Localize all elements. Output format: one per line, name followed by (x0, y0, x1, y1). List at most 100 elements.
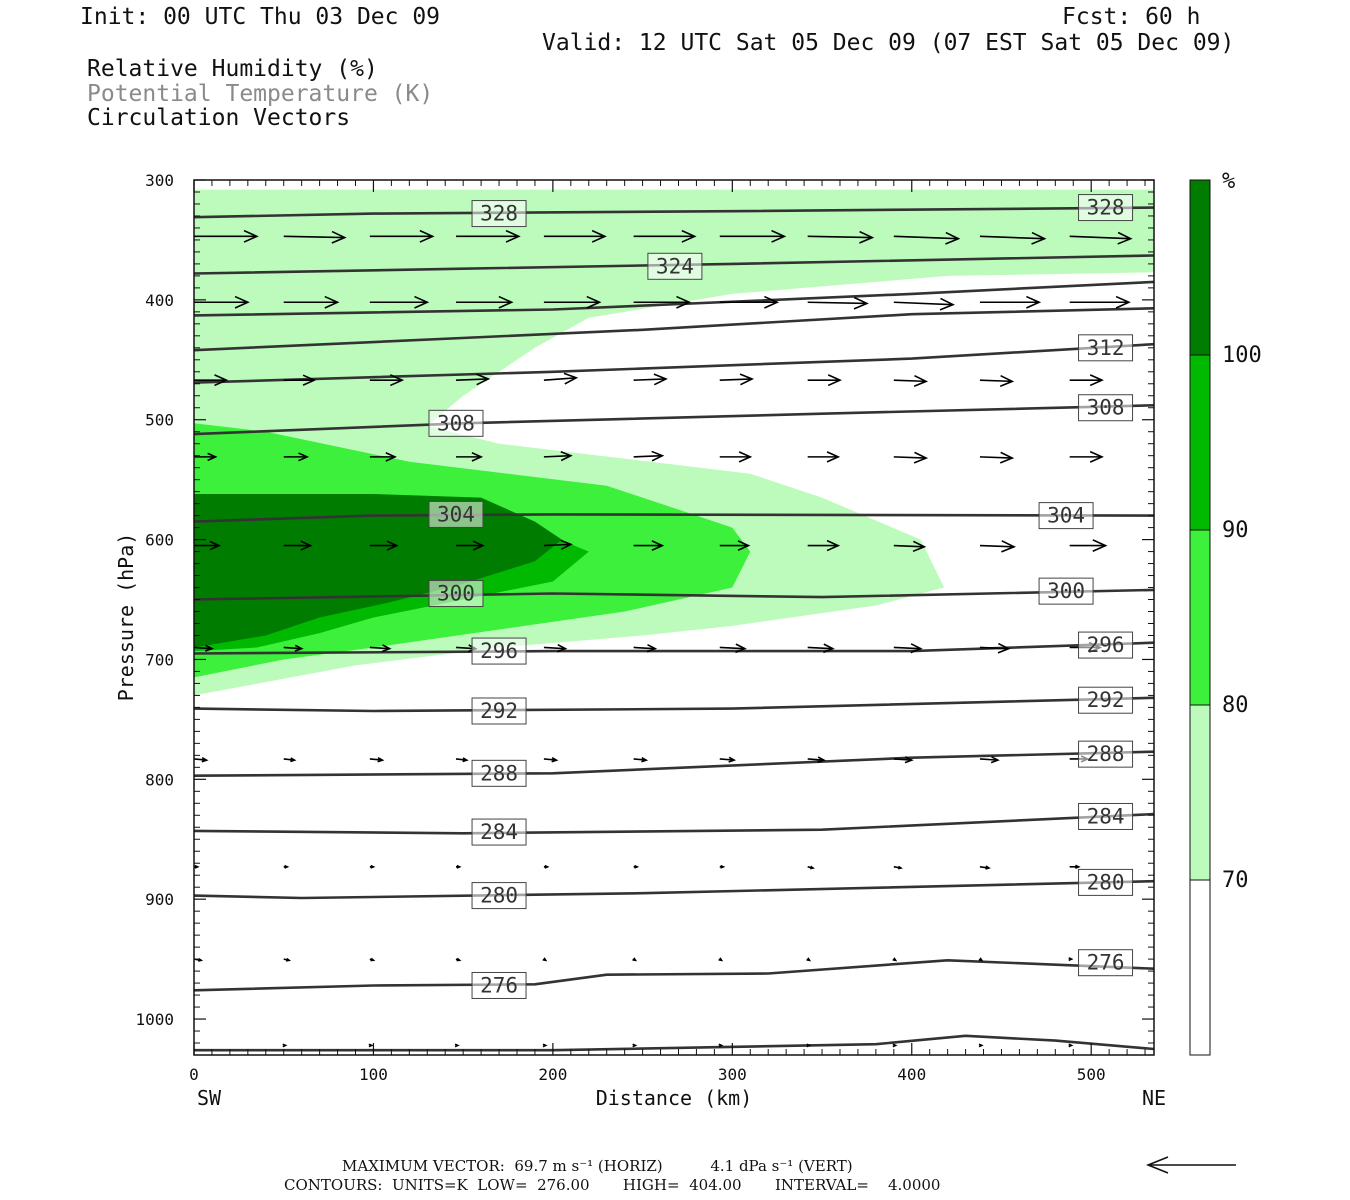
theta-label-text-308: 308 (1087, 396, 1125, 420)
x-tick-label: 400 (897, 1065, 926, 1084)
colorbar: % 100 90 80 70 (1189, 169, 1262, 1056)
circulation-vector (633, 864, 640, 869)
circulation-vector (543, 539, 573, 550)
circulation-vector (283, 644, 304, 652)
theta-label-312: 312 (1078, 334, 1134, 362)
circulation-vector (283, 757, 297, 763)
theta-label-text-284: 284 (1087, 804, 1125, 828)
circulation-vector (194, 452, 218, 462)
circulation-vector (978, 1043, 984, 1048)
theta-contour-272 (194, 1034, 1154, 1052)
theta-label-text-308: 308 (437, 411, 475, 435)
circulation-vector (633, 644, 658, 653)
circulation-vector (632, 957, 638, 962)
x-axis-title: Distance (km) (596, 1086, 753, 1110)
forecast-hour-label: Fcst: 60 h (1062, 4, 1200, 30)
circulation-vector (1068, 957, 1074, 962)
theta-label-text-300: 300 (1047, 579, 1085, 603)
y-tick-label: 500 (145, 411, 174, 430)
circulation-vector (543, 295, 602, 309)
circulation-vector (369, 540, 399, 551)
theta-label-288: 288 (1078, 740, 1134, 768)
circulation-vector (282, 1043, 288, 1048)
theta-label-276: 276 (471, 971, 527, 999)
theta-label-text-324: 324 (656, 254, 694, 278)
circulation-vector (807, 865, 815, 870)
circulation-vector (719, 540, 751, 551)
circulation-vector (893, 643, 923, 654)
plot-frame (193, 179, 1155, 1056)
circulation-vector (979, 865, 991, 870)
circulation-vector (893, 451, 929, 464)
colorbar-label-80: 80 (1222, 693, 1249, 718)
circulation-vector (369, 957, 376, 962)
circulation-vector (543, 450, 573, 462)
field-circulation-label: Circulation Vectors (87, 105, 350, 131)
theta-contour-276 (194, 958, 1154, 992)
theta-label-292: 292 (1078, 686, 1134, 714)
circulation-vector (369, 295, 430, 309)
circulation-vector (979, 756, 1000, 764)
circulation-vector (194, 295, 250, 309)
circulation-vector (978, 957, 984, 962)
circulation-vector (719, 864, 726, 869)
theta-label-300: 300 (1038, 577, 1094, 605)
theta-label-text-304: 304 (437, 502, 475, 526)
theta-label-304: 304 (428, 500, 484, 528)
axis-tick-layer: 300 400 500 600 700 800 900 1000 0 100 200 300 400 50… (135, 171, 1154, 1084)
x-axis-right-end-label: NE (1142, 1086, 1166, 1110)
circulation-vector (194, 229, 259, 243)
theta-label-280: 280 (471, 882, 527, 910)
circulation-vector (806, 957, 812, 962)
circulation-vector (542, 1043, 548, 1048)
circulation-vector (283, 374, 317, 386)
circulation-vector (718, 1043, 724, 1048)
theta-label-276: 276 (1078, 949, 1134, 977)
circulation-vector (1068, 1043, 1074, 1048)
theta-label-text-292: 292 (480, 699, 518, 723)
circulation-vector (893, 231, 961, 245)
circulation-vector (719, 756, 737, 763)
circulation-vector (807, 230, 875, 244)
circulation-vector (194, 540, 222, 551)
circulation-vector (454, 1043, 460, 1048)
circulation-vector (1069, 295, 1131, 309)
circulation-vector (1069, 374, 1104, 387)
circulation-vector (807, 451, 841, 463)
circulation-vector (807, 296, 869, 310)
circulation-vector (892, 1043, 898, 1048)
theta-label-text-300: 300 (437, 582, 475, 606)
theta-label-text-296: 296 (480, 639, 518, 663)
contour-info-note: CONTOURS: UNITS=K LOW= 276.00 HIGH= 404.… (284, 1176, 940, 1194)
colorbar-unit-label: % (1222, 169, 1235, 194)
theta-contour-328 (194, 206, 1154, 219)
theta-label-328: 328 (1078, 194, 1134, 222)
theta-label-292: 292 (471, 697, 527, 725)
circulation-vector (543, 372, 579, 385)
y-axis-title: Pressure (hPa) (114, 533, 138, 702)
theta-label-328: 328 (471, 200, 527, 228)
circulation-vector (194, 374, 229, 387)
circulation-vector (979, 374, 1015, 387)
theta-label-text-276: 276 (480, 973, 518, 997)
circulation-vector (283, 295, 340, 309)
circulation-vector (455, 452, 484, 462)
circulation-vector (719, 295, 780, 309)
circulation-vector (633, 295, 692, 309)
field-rh-label: Relative Humidity (%) (87, 56, 378, 82)
circulation-vector (633, 540, 665, 551)
max-vector-note: MAXIMUM VECTOR: 69.7 m s⁻¹ (HORIZ) 4.1 d… (342, 1157, 853, 1175)
circulation-vector (807, 756, 826, 764)
theta-contour-324 (194, 254, 1154, 275)
circulation-vector (455, 373, 491, 386)
x-tick-label: 100 (359, 1065, 388, 1084)
valid-time-label: Valid: 12 UTC Sat 05 Dec 09 (07 EST Sat … (542, 30, 1234, 56)
circulation-vector (892, 957, 898, 962)
circulation-vector (455, 957, 462, 962)
y-tick-label: 900 (145, 890, 174, 909)
circulation-vector (283, 864, 290, 869)
circulation-vector (283, 452, 310, 462)
circulation-vector (1069, 864, 1081, 870)
y-tick-label: 800 (145, 770, 174, 789)
theta-contour-284 (194, 812, 1154, 835)
